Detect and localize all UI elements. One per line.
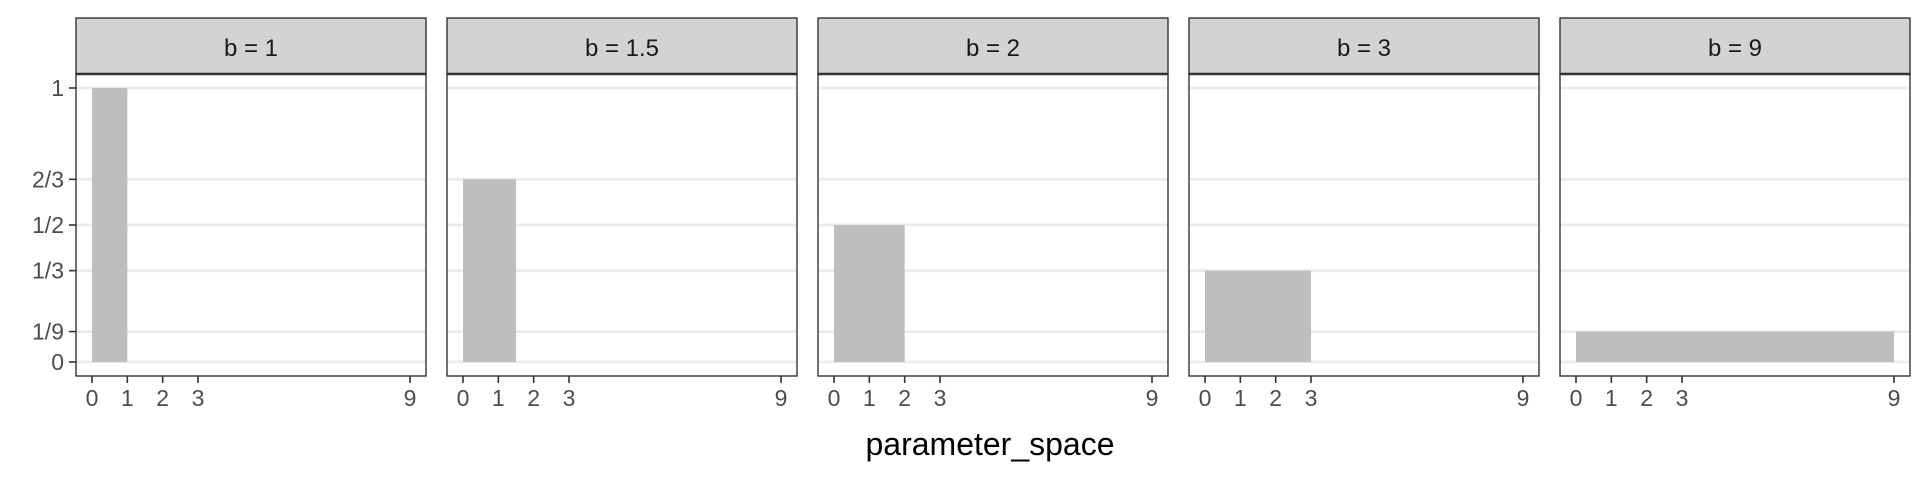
x-tick-label: 0 bbox=[1199, 385, 1212, 411]
strip-background bbox=[75, 17, 427, 75]
facet-panel: b = 10 1 2 3 901/91/31/22/31 bbox=[32, 17, 427, 411]
facet-panel: b = 1.5 0 1 2 3 9 bbox=[446, 17, 798, 411]
facet-panel: b = 9 0 1 2 3 9 bbox=[1559, 17, 1911, 411]
y-tick-label: 0 bbox=[51, 349, 64, 375]
x-tick-label: 3 bbox=[192, 385, 205, 411]
x-tick-label: 1 bbox=[1605, 385, 1618, 411]
bar bbox=[834, 225, 905, 362]
facet-panel: b = 2 0 1 2 3 9 bbox=[817, 17, 1169, 411]
y-tick-label: 1/2 bbox=[32, 212, 64, 238]
x-tick-label: 0 bbox=[828, 385, 841, 411]
panels-layer: b = 10 1 2 3 901/91/31/22/31b = 1.50 1 2 3 9b = … bbox=[32, 17, 1911, 411]
strip-background bbox=[1559, 17, 1911, 75]
x-tick-label: 0 bbox=[457, 385, 470, 411]
facet-panel: b = 3 0 1 2 3 9 bbox=[1188, 17, 1540, 411]
x-tick-label: 9 bbox=[1517, 385, 1530, 411]
x-tick-label: 9 bbox=[775, 385, 788, 411]
x-tick-label: 1 bbox=[121, 385, 134, 411]
y-tick-label: 1/9 bbox=[32, 319, 64, 345]
x-axis-title: parameter_space bbox=[865, 426, 1114, 462]
x-tick-label: 1 bbox=[863, 385, 876, 411]
y-tick-label: 1 bbox=[51, 75, 64, 101]
x-tick-label: 9 bbox=[404, 385, 417, 411]
x-tick-label: 0 bbox=[86, 385, 99, 411]
bar bbox=[1576, 331, 1894, 362]
x-tick-label: 2 bbox=[1640, 385, 1653, 411]
strip-label: b = 2 bbox=[966, 35, 1020, 62]
x-tick-label: 2 bbox=[1269, 385, 1282, 411]
x-tick-label: 3 bbox=[1305, 385, 1318, 411]
strip-background bbox=[1188, 17, 1540, 75]
y-tick-label: 1/3 bbox=[32, 258, 64, 284]
x-tick-label: 9 bbox=[1888, 385, 1901, 411]
x-tick-label: 1 bbox=[492, 385, 505, 411]
x-tick-label: 2 bbox=[527, 385, 540, 411]
y-tick-label: 2/3 bbox=[32, 166, 64, 192]
x-tick-label: 9 bbox=[1146, 385, 1159, 411]
x-tick-label: 2 bbox=[156, 385, 169, 411]
x-tick-label: 2 bbox=[898, 385, 911, 411]
x-tick-label: 3 bbox=[1676, 385, 1689, 411]
bar bbox=[463, 179, 516, 362]
bar bbox=[1205, 270, 1311, 362]
strip-label: b = 3 bbox=[1337, 35, 1391, 62]
bar bbox=[92, 88, 128, 362]
x-tick-label: 3 bbox=[934, 385, 947, 411]
strip-label: b = 1 bbox=[224, 35, 278, 62]
x-tick-label: 1 bbox=[1234, 385, 1247, 411]
strip-background bbox=[446, 17, 798, 75]
strip-background bbox=[817, 17, 1169, 75]
strip-label: b = 1.5 bbox=[585, 35, 659, 62]
x-tick-label: 3 bbox=[563, 385, 576, 411]
x-tick-label: 0 bbox=[1570, 385, 1583, 411]
strip-label: b = 9 bbox=[1708, 35, 1762, 62]
